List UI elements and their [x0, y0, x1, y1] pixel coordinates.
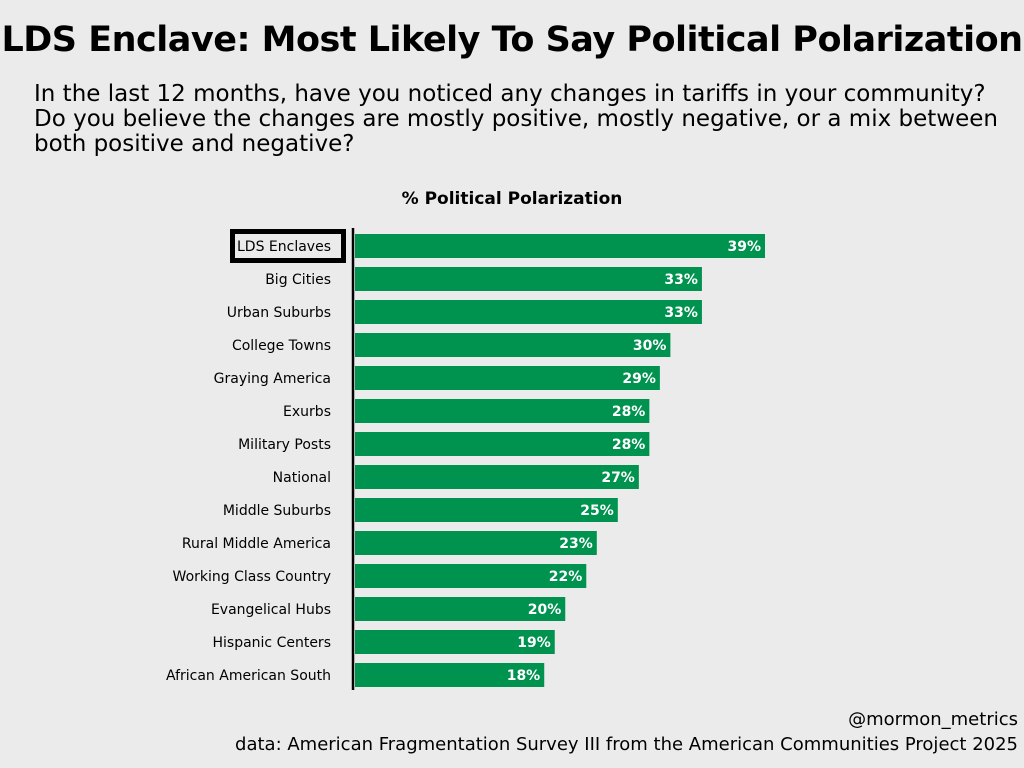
bar	[355, 597, 566, 621]
bar	[355, 234, 765, 258]
credit: @mormon_metrics	[848, 709, 1018, 730]
category-label: Big Cities	[265, 272, 331, 288]
category-label: LDS Enclaves	[237, 239, 331, 255]
data-label: 28%	[612, 437, 646, 453]
bar	[355, 432, 650, 456]
category-label: National	[273, 470, 331, 486]
category-label: College Towns	[232, 338, 331, 354]
category-label: Rural Middle America	[182, 536, 331, 552]
highlight-box	[230, 229, 346, 263]
bar	[355, 333, 671, 357]
category-label: Middle Suburbs	[223, 503, 331, 519]
bar	[355, 531, 597, 555]
bar	[355, 465, 639, 489]
data-label: 39%	[727, 239, 761, 255]
data-label: 20%	[528, 602, 562, 618]
bar	[355, 663, 545, 687]
data-label: 25%	[580, 503, 614, 519]
data-label: 30%	[633, 338, 667, 354]
source-note: data: American Fragmentation Survey III …	[235, 734, 1018, 755]
bar	[355, 399, 650, 423]
bar	[355, 630, 555, 654]
data-label: 27%	[601, 470, 635, 486]
category-label: Exurbs	[283, 404, 331, 420]
category-label: Urban Suburbs	[227, 305, 331, 321]
category-label: Working Class Country	[173, 569, 331, 585]
category-label: Evangelical Hubs	[211, 602, 331, 618]
chart-title: % Political Polarization	[401, 189, 623, 209]
bar	[355, 564, 587, 588]
data-label: 18%	[507, 668, 541, 684]
data-label: 33%	[664, 305, 698, 321]
bar	[355, 300, 702, 324]
data-label: 19%	[517, 635, 551, 651]
category-label: Military Posts	[238, 437, 331, 453]
category-label: Graying America	[214, 371, 331, 387]
bar	[355, 267, 702, 291]
page-title: LDS Enclave: Most Likely To Say Politica…	[1, 20, 1023, 60]
data-label: 22%	[549, 569, 583, 585]
category-label: Hispanic Centers	[212, 635, 331, 651]
bar	[355, 498, 618, 522]
data-label: 29%	[622, 371, 656, 387]
category-label: African American South	[166, 668, 331, 684]
subtitle: In the last 12 months, have you noticed …	[34, 81, 998, 157]
bar	[355, 366, 660, 390]
data-label: 28%	[612, 404, 646, 420]
data-label: 23%	[559, 536, 593, 552]
data-label: 33%	[664, 272, 698, 288]
